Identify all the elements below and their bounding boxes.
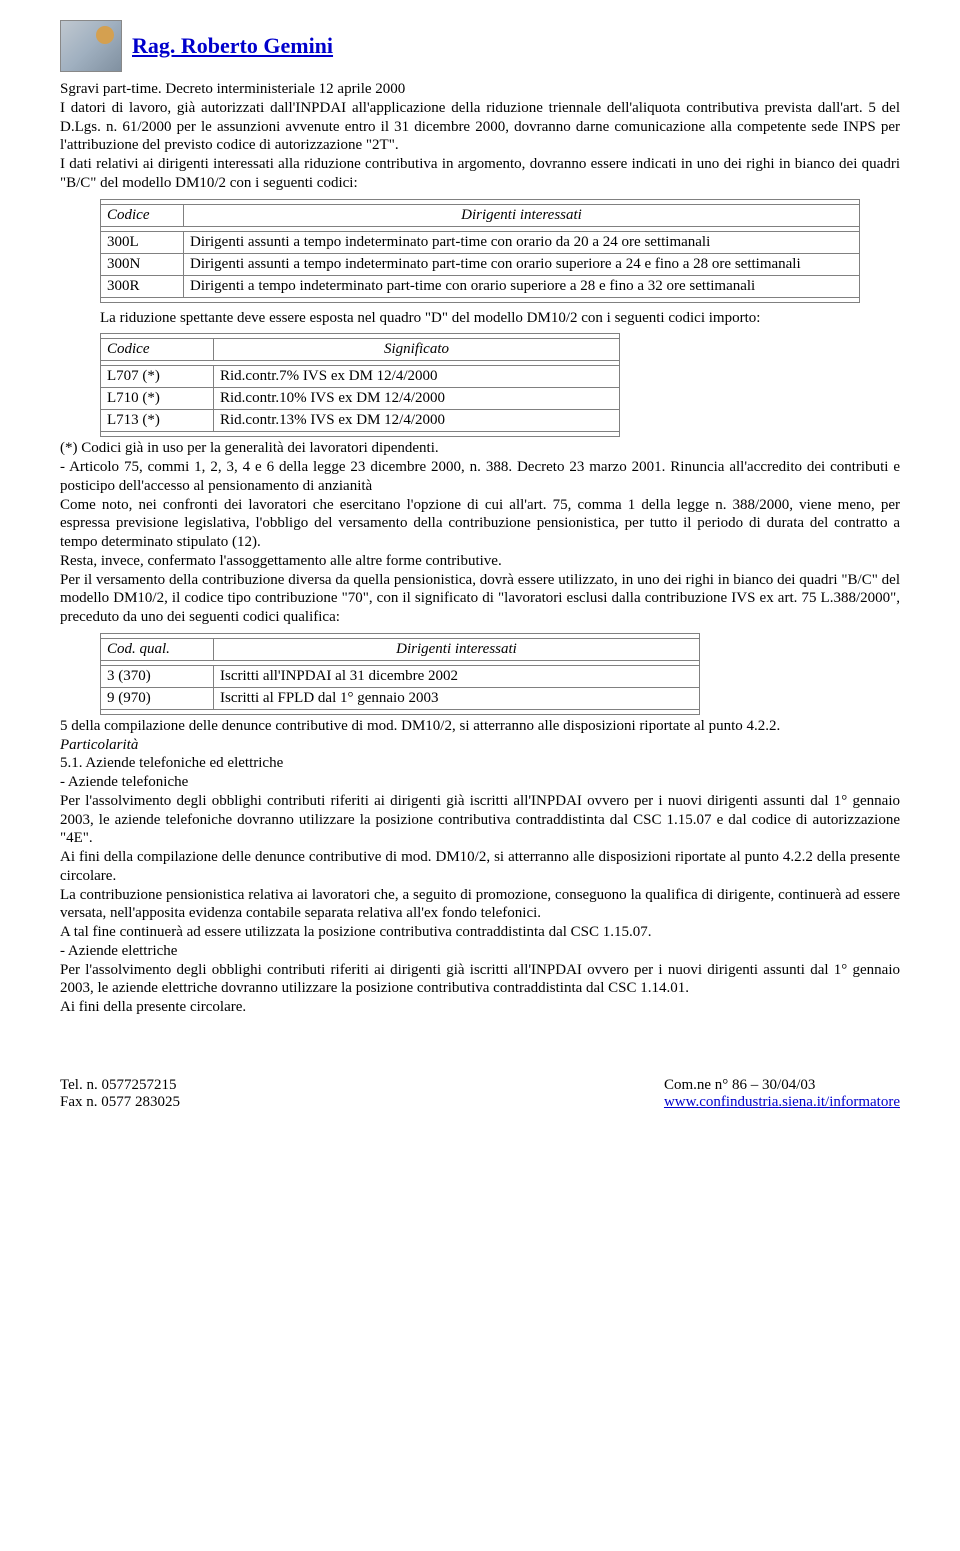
footer-link[interactable]: www.confindustria.siena.it/informatore: [664, 1094, 900, 1110]
cell: Iscritti al FPLD dal 1° gennaio 2003: [214, 687, 700, 709]
cell: Dirigenti a tempo indeterminato part-tim…: [184, 275, 860, 297]
cell: Rid.contr.7% IVS ex DM 12/4/2000: [214, 366, 620, 388]
paragraph-block-4: 5 della compilazione delle denunce contr…: [60, 717, 900, 1017]
table-significato: Codice Significato L707 (*) Rid.contr.7%…: [100, 333, 620, 437]
footer-left: Tel. n. 0577257215 Fax n. 0577 283025: [60, 1077, 180, 1111]
logo-image: [60, 20, 122, 72]
table-row: 300L Dirigenti assunti a tempo indetermi…: [101, 231, 860, 253]
table-row: L707 (*) Rid.contr.7% IVS ex DM 12/4/200…: [101, 366, 620, 388]
text: 5 della compilazione delle denunce contr…: [60, 717, 900, 736]
text: La contribuzione pensionistica relativa …: [60, 886, 900, 924]
table-header: Cod. qual.: [101, 638, 214, 660]
com-number: Com.ne n° 86 – 30/04/03: [664, 1077, 900, 1094]
text: Per l'assolvimento degli obblighi contri…: [60, 961, 900, 999]
text: I datori di lavoro, già autorizzati dall…: [60, 99, 900, 155]
text: Sgravi part-time. Decreto interministeri…: [60, 80, 900, 99]
table-header: Dirigenti interessati: [184, 204, 860, 226]
cell: Iscritti all'INPDAI al 31 dicembre 2002: [214, 665, 700, 687]
table-header: Significato: [214, 339, 620, 361]
cell: 300L: [101, 231, 184, 253]
cell: Dirigenti assunti a tempo indeterminato …: [184, 231, 860, 253]
table-header: Dirigenti interessati: [214, 638, 700, 660]
cell: 9 (970): [101, 687, 214, 709]
text: Per l'assolvimento degli obblighi contri…: [60, 792, 900, 848]
table-header: Codice: [101, 339, 214, 361]
table-row: 3 (370) Iscritti all'INPDAI al 31 dicemb…: [101, 665, 700, 687]
title-link[interactable]: Rag. Roberto Gemini: [132, 33, 333, 59]
text: - Aziende telefoniche: [60, 773, 900, 792]
cell: Rid.contr.13% IVS ex DM 12/4/2000: [214, 410, 620, 432]
cell: 300R: [101, 275, 184, 297]
table-row: 300R Dirigenti a tempo indeterminato par…: [101, 275, 860, 297]
table-row: L710 (*) Rid.contr.10% IVS ex DM 12/4/20…: [101, 388, 620, 410]
paragraph-block-1: Sgravi part-time. Decreto interministeri…: [60, 80, 900, 193]
page: Rag. Roberto Gemini Sgravi part-time. De…: [0, 0, 960, 1141]
paragraph-block-3: (*) Codici già in uso per la generalità …: [60, 439, 900, 627]
paragraph-block-2: La riduzione spettante deve essere espos…: [100, 309, 900, 328]
fax: Fax n. 0577 283025: [60, 1094, 180, 1111]
cell: L707 (*): [101, 366, 214, 388]
text: La riduzione spettante deve essere espos…: [100, 309, 900, 328]
footer: Tel. n. 0577257215 Fax n. 0577 283025 Co…: [60, 1077, 900, 1111]
cell: L710 (*): [101, 388, 214, 410]
table-row: L713 (*) Rid.contr.13% IVS ex DM 12/4/20…: [101, 410, 620, 432]
footer-right: Com.ne n° 86 – 30/04/03 www.confindustri…: [664, 1077, 900, 1111]
table-row: 9 (970) Iscritti al FPLD dal 1° gennaio …: [101, 687, 700, 709]
text: Come noto, nei confronti dei lavoratori …: [60, 496, 900, 552]
text: I dati relativi ai dirigenti interessati…: [60, 155, 900, 193]
table-cod-qual: Cod. qual. Dirigenti interessati 3 (370)…: [100, 633, 700, 715]
cell: 300N: [101, 253, 184, 275]
text: - Aziende elettriche: [60, 942, 900, 961]
tel: Tel. n. 0577257215: [60, 1077, 180, 1094]
text: 5.1. Aziende telefoniche ed elettriche: [60, 754, 900, 773]
text: Ai fini della presente circolare.: [60, 998, 900, 1017]
text-italic: Particolarità: [60, 736, 900, 755]
cell: Dirigenti assunti a tempo indeterminato …: [184, 253, 860, 275]
text: (*) Codici già in uso per la generalità …: [60, 439, 900, 458]
table-row: 300N Dirigenti assunti a tempo indetermi…: [101, 253, 860, 275]
cell: Rid.contr.10% IVS ex DM 12/4/2000: [214, 388, 620, 410]
table-dirigenti-codici: Codice Dirigenti interessati 300L Dirige…: [100, 199, 860, 303]
text: Per il versamento della contribuzione di…: [60, 571, 900, 627]
text: A tal fine continuerà ad essere utilizza…: [60, 923, 900, 942]
text: - Articolo 75, commi 1, 2, 3, 4 e 6 dell…: [60, 458, 900, 496]
text: Resta, invece, confermato l'assoggettame…: [60, 552, 900, 571]
header: Rag. Roberto Gemini: [60, 20, 900, 72]
table-header: Codice: [101, 204, 184, 226]
text: Ai fini della compilazione delle denunce…: [60, 848, 900, 886]
cell: 3 (370): [101, 665, 214, 687]
cell: L713 (*): [101, 410, 214, 432]
